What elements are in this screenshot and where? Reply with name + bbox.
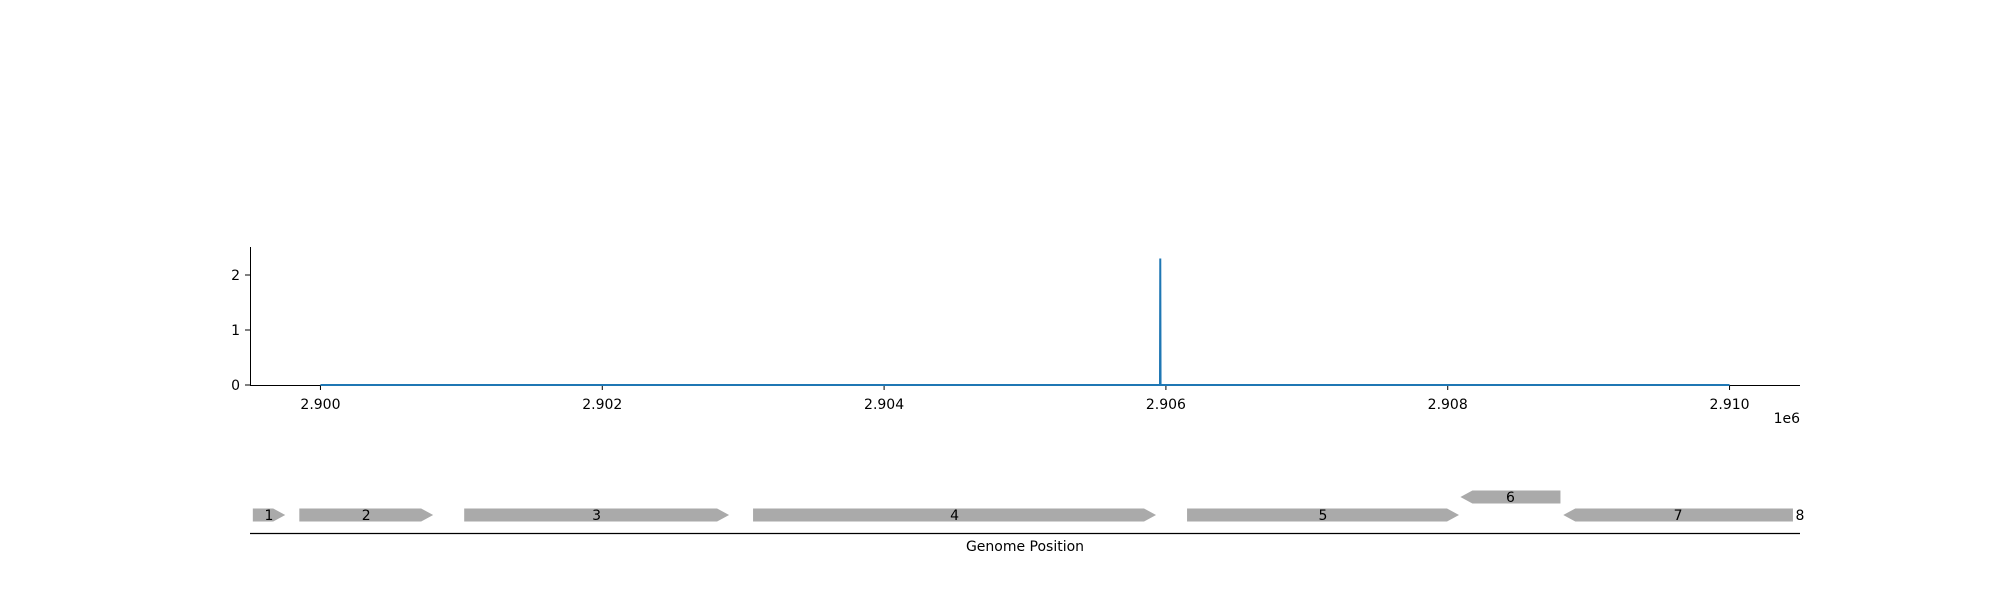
gene-arrow-2 [299, 508, 434, 522]
genome-axis-label: Genome Position [966, 539, 1084, 555]
y-tick-label: 1 [231, 323, 240, 339]
gene-arrow-5 [1187, 508, 1459, 522]
gene-arrow-4 [753, 508, 1157, 522]
gene-map: 1 2 3 4 5 6 7 8 Genome Position [250, 490, 1804, 555]
gene-label-3: 3 [592, 508, 601, 524]
gene-features: 1 2 3 4 5 6 7 8 [252, 490, 1805, 524]
x-axis-offset-label: 1e6 [1774, 411, 1801, 427]
gene-label-2: 2 [362, 508, 371, 524]
x-tick-label: 2.900 [300, 397, 340, 413]
gene-arrow-3 [464, 508, 730, 522]
gene-label-4: 4 [950, 508, 959, 524]
y-ticks: 0 1 2 [231, 268, 250, 394]
coverage-line-series [320, 258, 1730, 386]
gene-arrow-7 [1563, 508, 1793, 522]
x-tick-label: 2.906 [1146, 397, 1186, 413]
gene-arrow-6 [1460, 490, 1561, 504]
coverage-plot: 0 1 2 2.900 2.902 2.904 2.906 2.908 2.910 1e6 [231, 247, 1800, 427]
gene-arrow-1 [252, 508, 286, 522]
y-tick-label: 2 [231, 268, 240, 284]
gene-label-7: 7 [1674, 508, 1683, 524]
y-tick-label: 0 [231, 378, 240, 394]
gene-label-6: 6 [1506, 490, 1515, 506]
x-tick-label: 2.904 [864, 397, 904, 413]
gene-label-8: 8 [1796, 508, 1805, 524]
x-ticks: 2.900 2.902 2.904 2.906 2.908 2.910 [300, 385, 1750, 413]
x-tick-label: 2.902 [582, 397, 622, 413]
gene-label-1: 1 [265, 508, 274, 524]
gene-label-5: 5 [1319, 508, 1328, 524]
x-tick-label: 2.910 [1709, 397, 1749, 413]
x-tick-label: 2.908 [1428, 397, 1468, 413]
